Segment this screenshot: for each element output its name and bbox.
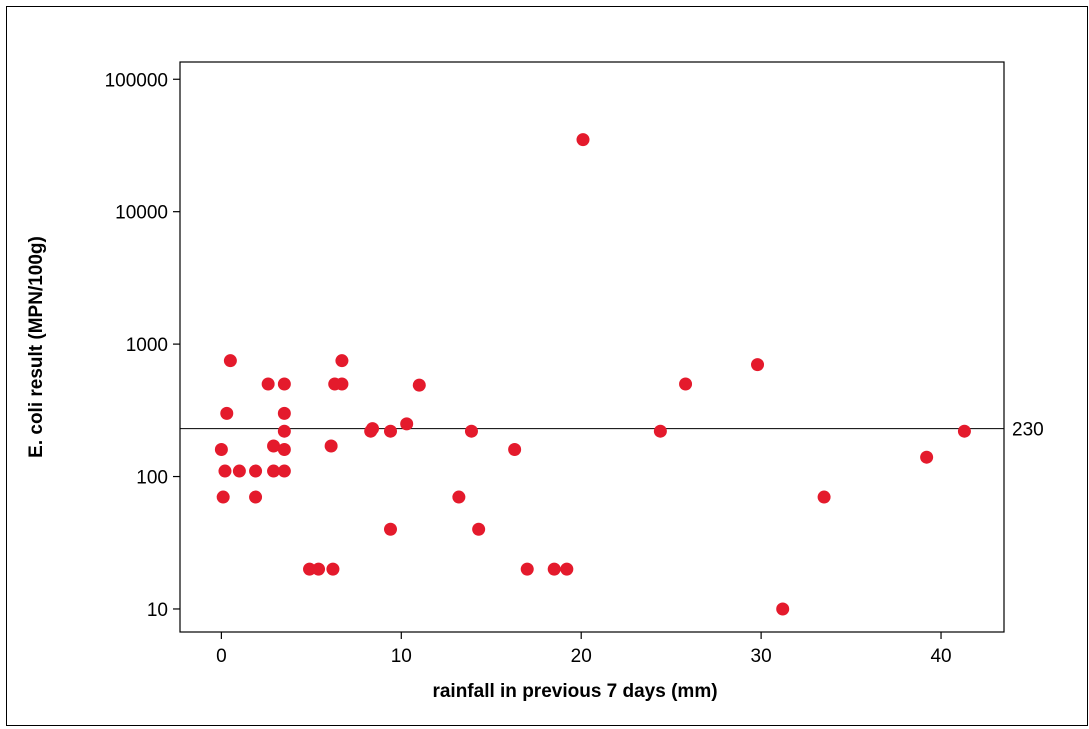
data-point	[218, 464, 232, 478]
x-tick-label: 30	[751, 646, 772, 667]
data-point	[366, 422, 380, 436]
data-point	[335, 354, 349, 368]
data-point	[324, 439, 338, 453]
y-axis: 10 100 1000 10000 100000	[105, 70, 180, 621]
x-axis: 0 10 20 30 40	[216, 632, 952, 667]
data-point	[277, 377, 291, 391]
data-point	[560, 562, 574, 576]
data-point	[335, 377, 349, 391]
plot-area	[179, 61, 1005, 633]
y-tick-label: 10	[147, 600, 168, 621]
data-point	[920, 450, 934, 464]
data-point	[223, 354, 237, 368]
data-point	[576, 133, 590, 147]
x-tick-label: 10	[391, 646, 412, 667]
y-axis-label: E. coli result (MPN/100g)	[26, 236, 47, 458]
data-point	[277, 406, 291, 420]
x-axis-label: rainfall in previous 7 days (mm)	[432, 681, 717, 702]
data-point	[383, 424, 397, 438]
x-tick-label: 20	[571, 646, 592, 667]
data-point	[472, 522, 486, 536]
reference-line-group: 230	[180, 420, 1044, 441]
data-point	[312, 562, 326, 576]
data-point	[464, 424, 478, 438]
y-tick-label: 10000	[115, 203, 168, 224]
data-point	[957, 424, 971, 438]
data-point	[261, 377, 275, 391]
data-point	[520, 562, 534, 576]
data-points	[214, 133, 971, 616]
data-point	[653, 424, 667, 438]
data-point	[383, 522, 397, 536]
data-point	[267, 464, 281, 478]
data-point	[547, 562, 561, 576]
data-point	[776, 602, 790, 616]
data-point	[400, 417, 414, 431]
data-point	[267, 439, 281, 453]
data-point	[220, 406, 234, 420]
y-tick-label: 100000	[105, 70, 168, 91]
data-point	[679, 377, 693, 391]
x-tick-label: 0	[216, 646, 227, 667]
x-tick-label: 40	[930, 646, 951, 667]
data-point	[216, 490, 230, 504]
data-point	[751, 358, 765, 372]
data-point	[277, 424, 291, 438]
data-point	[412, 378, 426, 392]
data-point	[817, 490, 831, 504]
data-point	[249, 464, 263, 478]
data-point	[452, 490, 466, 504]
data-point	[249, 490, 263, 504]
data-point	[232, 464, 246, 478]
data-point	[277, 464, 291, 478]
data-point	[214, 443, 228, 457]
data-point	[326, 562, 340, 576]
data-point	[277, 443, 291, 457]
data-point	[508, 443, 522, 457]
y-tick-label: 1000	[126, 335, 168, 356]
reference-line-label: 230	[1012, 420, 1044, 441]
y-tick-label: 100	[136, 468, 168, 489]
data-point	[303, 562, 317, 576]
